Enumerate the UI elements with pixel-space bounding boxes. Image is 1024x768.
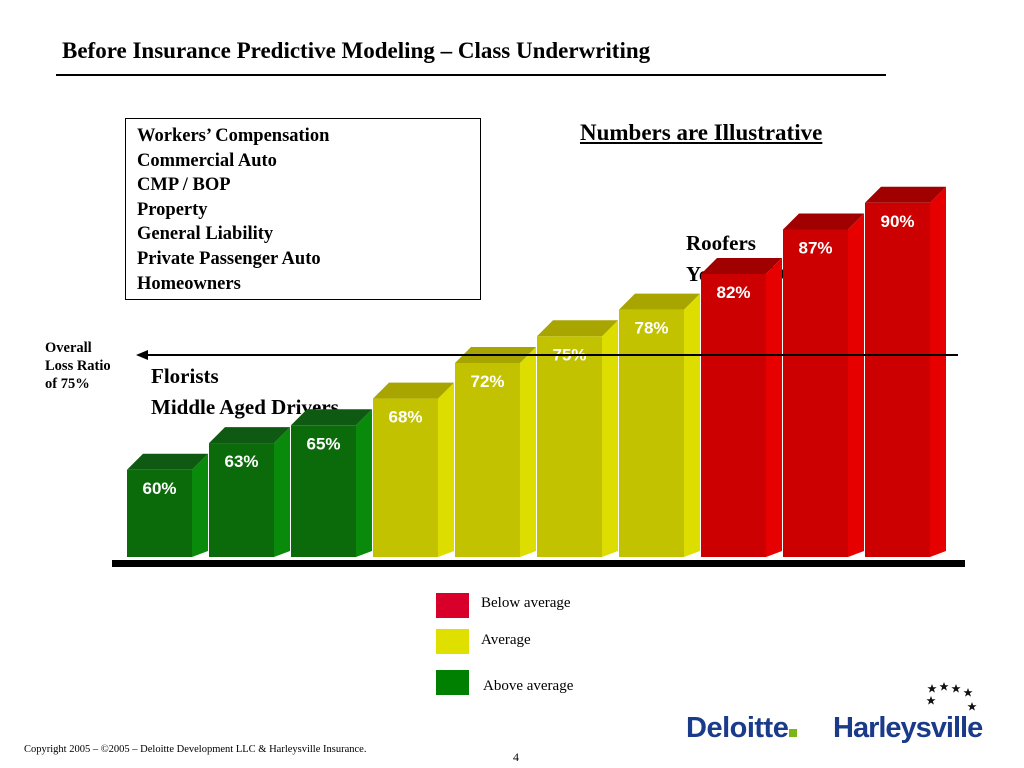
legend-label-average: Average: [481, 632, 531, 648]
bar-value-label: 65%: [306, 434, 340, 453]
overall-line: of 75%: [45, 376, 90, 392]
bar-top: [783, 213, 864, 230]
bar-side: [602, 320, 618, 557]
bar-top: [619, 293, 700, 310]
copyright-text: Copyright 2005 – ©2005 – Deloitte Develo…: [24, 744, 367, 755]
bar-side: [766, 257, 782, 557]
legend-swatch-average: [436, 629, 469, 654]
legend-swatch-below-average: [436, 593, 469, 618]
bar-side: [356, 409, 372, 557]
lob-item: Property: [137, 199, 208, 220]
bar-side: [192, 453, 208, 557]
legend-label-below-average: Below average: [481, 595, 571, 611]
legend-swatch-above-average: [436, 670, 469, 695]
bar-top: [373, 382, 454, 399]
title-underline: [56, 74, 886, 76]
overall-line: Loss Ratio: [45, 358, 111, 374]
deloitte-wordmark: Deloitte: [686, 712, 789, 744]
legend-label-above-average: Above average: [483, 678, 574, 694]
bar-side: [438, 382, 454, 557]
bar-top: [701, 257, 782, 274]
bar: [127, 469, 192, 557]
overall-line: Overall: [45, 340, 92, 356]
bar-value-label: 60%: [142, 479, 176, 498]
deloitte-logo: Deloitte: [686, 712, 798, 745]
bar: [865, 202, 930, 557]
lob-item: CMP / BOP: [137, 175, 231, 196]
bar-value-label: 68%: [388, 408, 422, 427]
bar: [373, 398, 438, 557]
slide-title: Before Insurance Predictive Modeling – C…: [62, 38, 651, 63]
bar-top: [291, 409, 372, 426]
lines-of-business-box: Workers’ Compensation Commercial Auto CM…: [125, 118, 481, 300]
bar-top: [537, 320, 618, 337]
harleysville-logo: Harleysville: [833, 712, 983, 744]
deloitte-green-dot: [789, 729, 798, 737]
bar: [209, 443, 274, 557]
bar: [291, 425, 356, 557]
bar: [455, 362, 520, 557]
callout-line: Roofers: [686, 231, 756, 255]
bar-side: [684, 293, 700, 557]
lob-item: Private Passenger Auto: [137, 248, 321, 269]
chart-baseline: [112, 560, 965, 567]
bar-value-label: 87%: [798, 238, 832, 257]
page-number: 4: [513, 750, 519, 764]
bar: [537, 336, 602, 557]
lob-item: Workers’ Compensation: [137, 126, 330, 146]
reference-arrow-icon: [136, 350, 148, 360]
illustrative-note: Numbers are Illustrative: [580, 120, 823, 145]
bar-side: [848, 213, 864, 558]
bar-top: [209, 427, 290, 444]
lob-item: Homeowners: [137, 273, 241, 294]
bar: [619, 309, 684, 557]
bar-value-label: 72%: [470, 372, 504, 391]
bar-side: [520, 346, 536, 557]
lob-item: Commercial Auto: [137, 150, 277, 171]
bar-side: [274, 427, 290, 557]
bar-value-label: 78%: [634, 319, 668, 338]
callout-line: Florists: [151, 364, 219, 388]
harleysville-stars-icon: [926, 682, 977, 711]
bar: [701, 273, 766, 557]
overall-loss-ratio-label: Overall Loss Ratio of 75%: [45, 339, 111, 393]
bar-value-label: 90%: [880, 212, 914, 231]
lob-item: General Liability: [137, 224, 274, 245]
bar-top: [127, 453, 208, 470]
bar: [783, 229, 848, 558]
bar-value-label: 63%: [224, 452, 258, 471]
bar-value-label: 82%: [716, 283, 750, 302]
bar-side: [930, 186, 946, 557]
bar-top: [865, 186, 946, 203]
